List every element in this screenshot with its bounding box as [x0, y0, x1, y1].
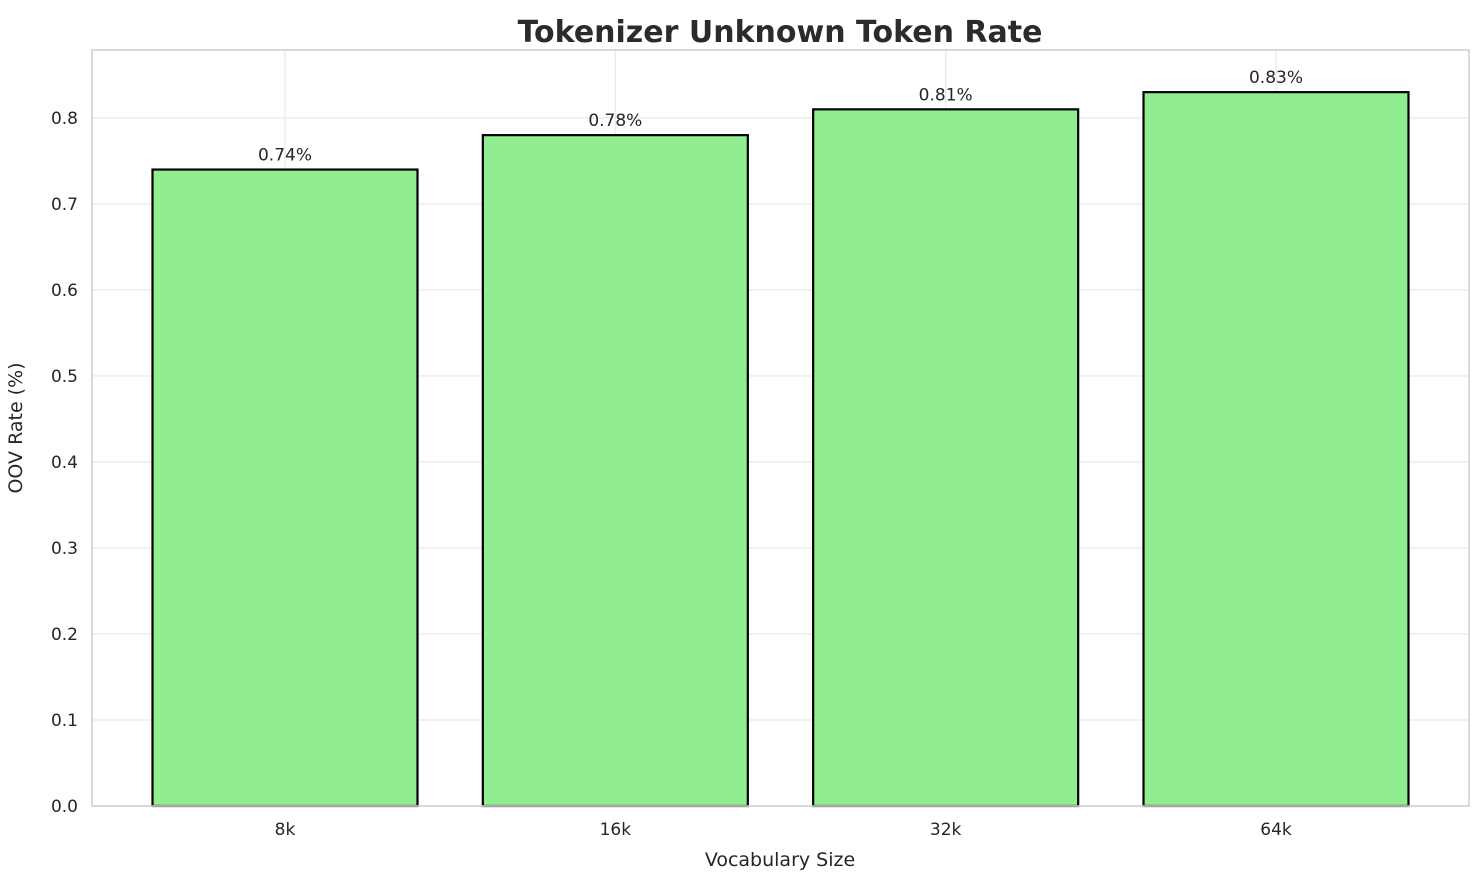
y-axis-tick-labels: 0.0 0.1 0.2 0.3 0.4 0.5 0.6 0.7 0.8 [51, 109, 78, 817]
bar-value-label: 0.74% [258, 146, 312, 166]
plot-border [91, 49, 1470, 807]
x-tick-label: 8k [275, 820, 296, 840]
x-axis-tick-labels: 8k 16k 32k 64k [275, 820, 1292, 840]
y-tick-label: 0.3 [51, 539, 78, 559]
x-tick-label: 32k [930, 820, 962, 840]
y-tick-label: 0.6 [51, 281, 78, 301]
bar-8k [151, 168, 419, 808]
bar-layer [151, 91, 1410, 808]
bar-value-label: 0.83% [1249, 68, 1303, 88]
y-tick-label: 0.0 [51, 797, 78, 817]
bar-32k [812, 108, 1080, 808]
bar-value-label: 0.81% [919, 85, 973, 105]
chart-title: Tokenizer Unknown Token Rate [518, 15, 1043, 50]
bar-64k [1142, 91, 1410, 808]
y-tick-label: 0.2 [51, 625, 78, 645]
bar-value-labels: 0.74% 0.78% 0.81% 0.83% [258, 68, 1303, 165]
y-tick-label: 0.8 [51, 109, 78, 129]
y-tick-label: 0.1 [51, 711, 78, 731]
x-tick-label: 16k [600, 820, 632, 840]
bar-value-label: 0.78% [588, 111, 642, 131]
bar-16k [481, 134, 749, 808]
x-axis-label: Vocabulary Size [705, 849, 855, 871]
y-axis-label: OOV Rate (%) [5, 362, 27, 493]
y-tick-label: 0.4 [51, 453, 78, 473]
y-tick-label: 0.7 [51, 195, 78, 215]
x-tick-label: 64k [1260, 820, 1292, 840]
y-tick-label: 0.5 [51, 367, 78, 387]
